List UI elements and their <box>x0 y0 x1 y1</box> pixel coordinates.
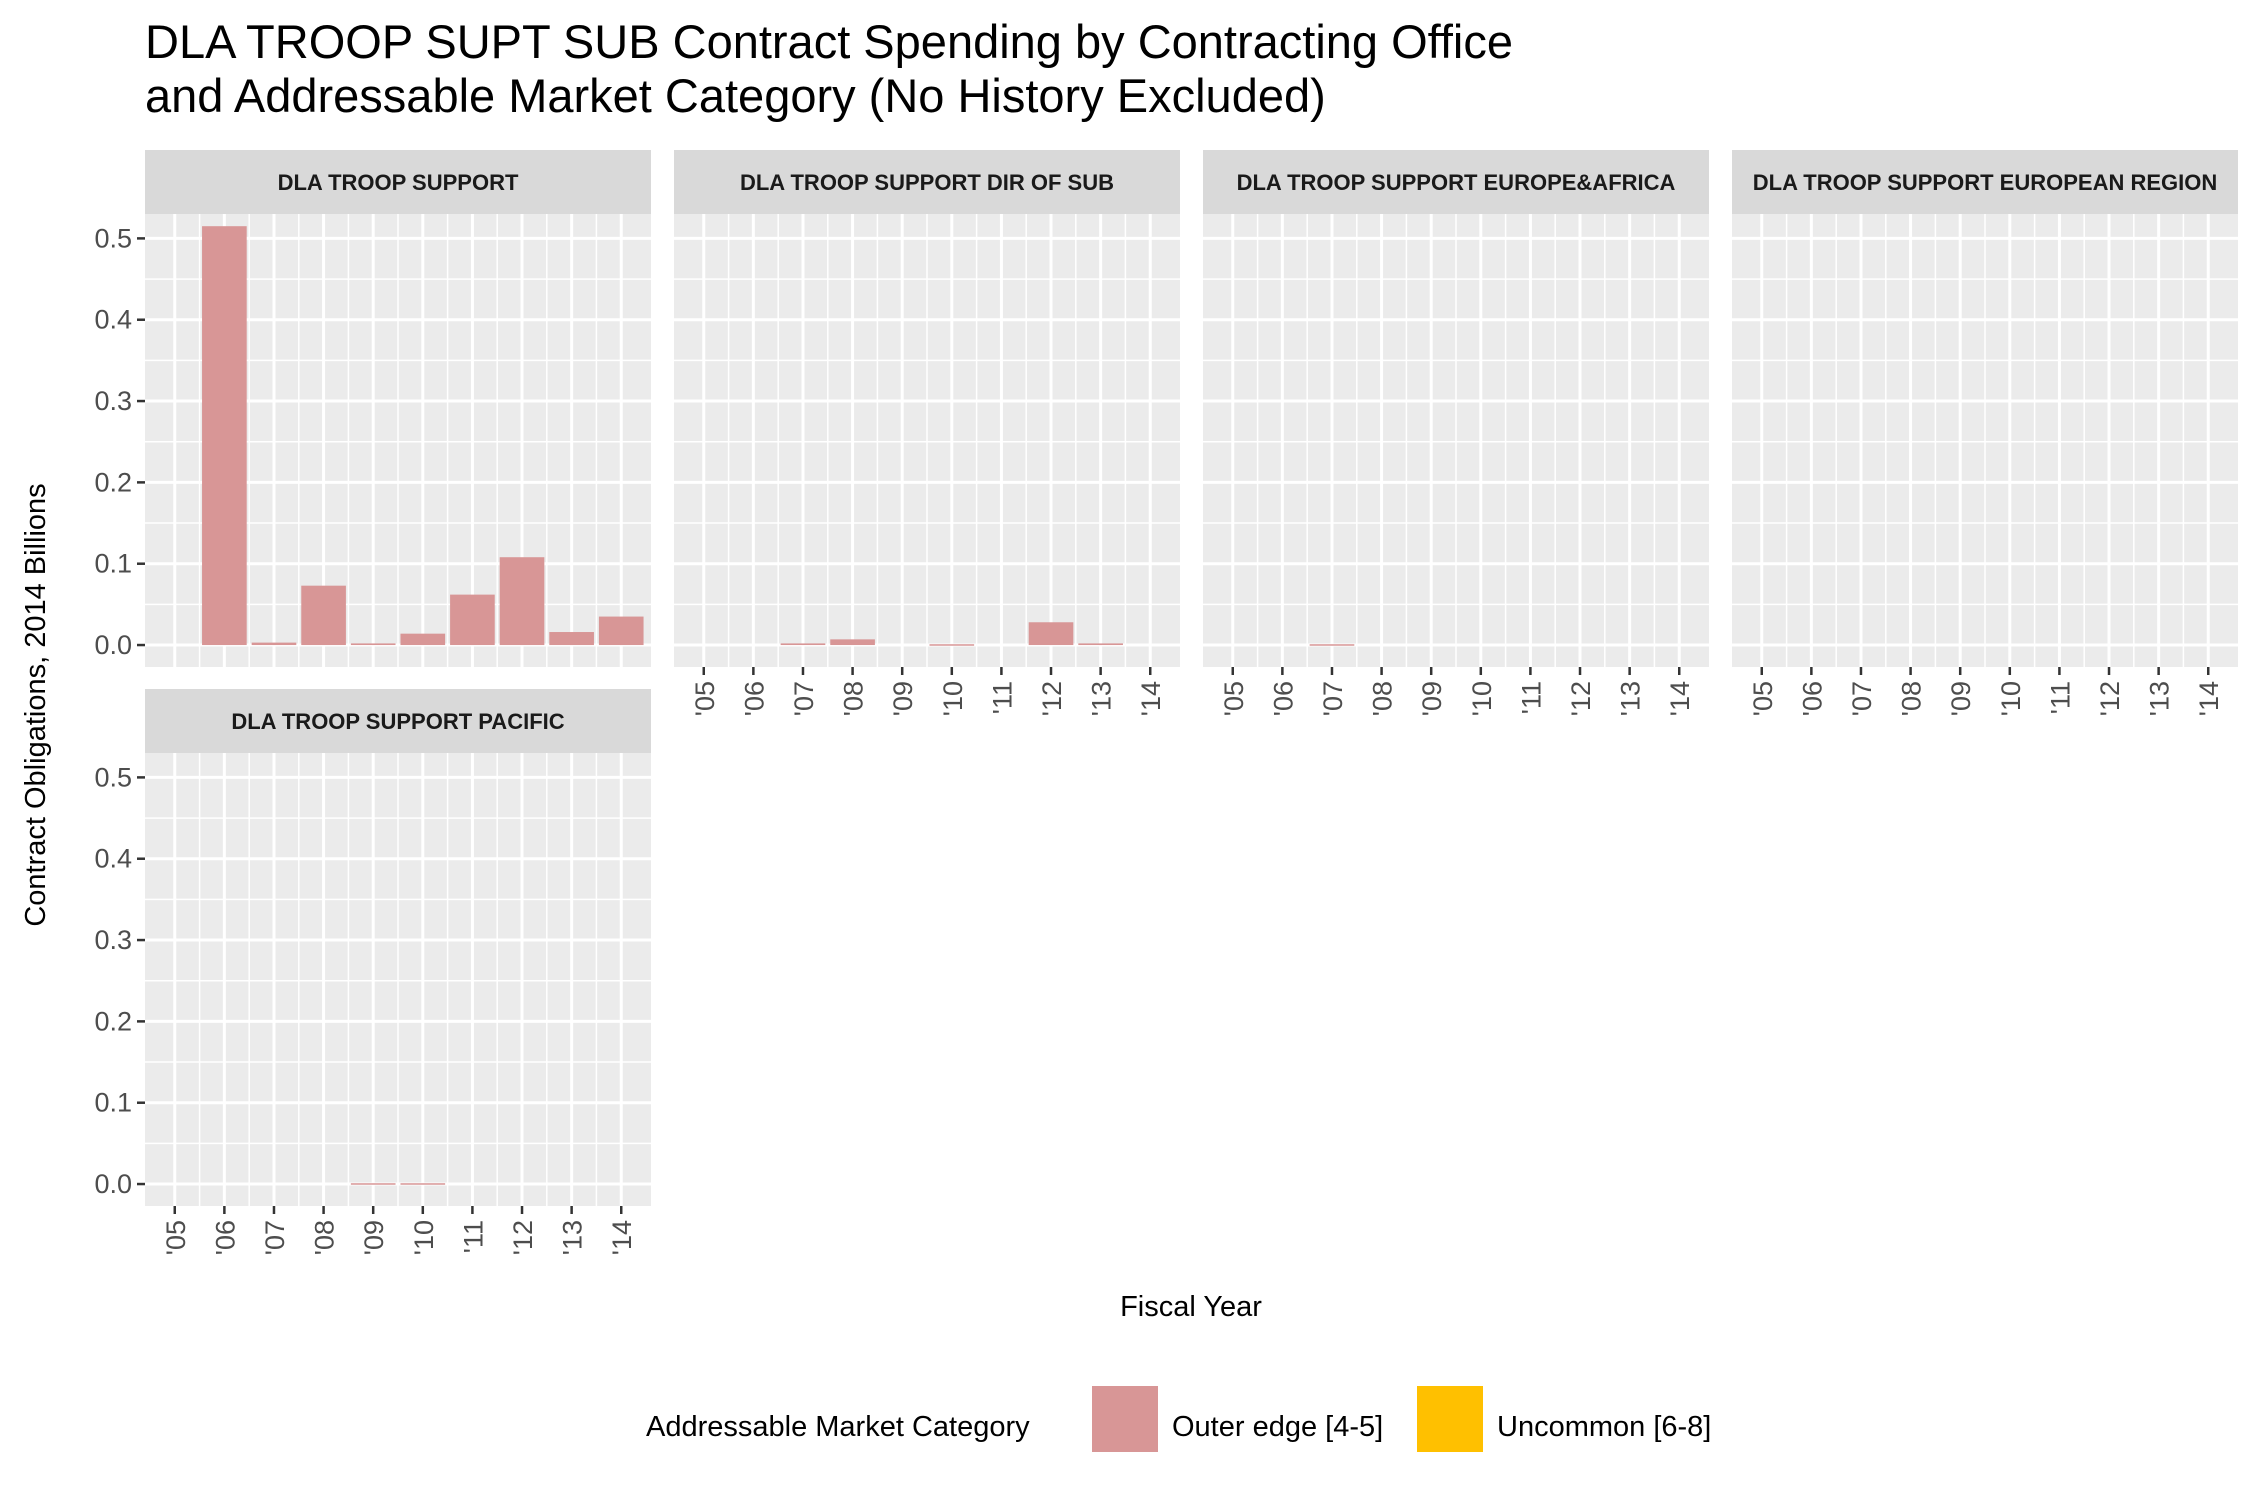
bar-dla-troop-support-dir-of-sub-12 <box>1028 622 1074 646</box>
x-tick-label: '12 <box>1566 681 1596 716</box>
x-tick-label: '09 <box>888 681 918 716</box>
bar-dla-troop-support-pacific-10 <box>400 1183 446 1185</box>
y-tick-label: 0.5 <box>94 223 132 253</box>
x-tick-label: '10 <box>409 1220 439 1255</box>
x-tick-label: '06 <box>739 681 769 716</box>
facet-strip-label: DLA TROOP SUPPORT <box>278 170 519 195</box>
x-tick-label: '08 <box>310 1220 340 1255</box>
legend-title: Addressable Market Category <box>646 1411 1030 1443</box>
y-tick-label: 0.3 <box>94 925 132 955</box>
x-tick-label: '07 <box>1847 681 1877 716</box>
chart-title-line1: DLA TROOP SUPT SUB Contract Spending by … <box>145 15 1513 68</box>
y-tick-label: 0.2 <box>94 1006 132 1036</box>
x-tick-label: '05 <box>1748 681 1778 716</box>
bar-dla-troop-support-12 <box>499 557 545 646</box>
facet-strip <box>1732 150 2238 214</box>
x-tick-label: '08 <box>839 681 869 716</box>
x-tick-label: '11 <box>458 1220 488 1253</box>
y-axis-label: Contract Obligations, 2014 Billions <box>20 483 52 926</box>
bar-dla-troop-support-pacific-09 <box>350 1183 396 1185</box>
x-tick-label: '07 <box>1318 681 1348 716</box>
bar-dla-troop-support-10 <box>400 633 446 646</box>
facet-strip-label: DLA TROOP SUPPORT PACIFIC <box>231 709 564 734</box>
x-tick-label: '13 <box>558 1220 588 1255</box>
facet-panel-dla-troop-support: DLA TROOP SUPPORT 0.0 0.1 0.2 0.3 0.4 0.5 <box>94 150 651 667</box>
x-tick-label: '14 <box>607 1220 637 1255</box>
x-tick-label: '10 <box>1467 681 1497 716</box>
bar-dla-troop-support-06 <box>202 226 247 646</box>
facet-strip <box>145 150 651 214</box>
facet-strip <box>1203 150 1709 214</box>
facet-strip <box>674 150 1180 214</box>
x-tick-label: '08 <box>1897 681 1927 716</box>
y-tick-label: 0.5 <box>94 762 132 792</box>
legend-swatch-outer-edge <box>1092 1386 1158 1452</box>
x-tick-label: '12 <box>1037 681 1067 716</box>
bar-dla-troop-support-09 <box>350 643 396 646</box>
x-tick-label: '10 <box>1996 681 2026 716</box>
facet-strip-label: DLA TROOP SUPPORT EUROPE&AFRICA <box>1237 170 1676 195</box>
bar-dla-troop-support-13 <box>549 632 594 646</box>
facet-strip-label: DLA TROOP SUPPORT EUROPEAN REGION <box>1753 170 2218 195</box>
x-tick-label: '06 <box>1268 681 1298 716</box>
x-tick-label: '06 <box>210 1220 240 1255</box>
x-tick-label: '06 <box>1797 681 1827 716</box>
x-tick-label: '13 <box>1616 681 1646 716</box>
bar-dla-troop-support-dir-of-sub-07 <box>780 643 826 646</box>
x-tick-label: '14 <box>1136 681 1166 716</box>
bar-dla-troop-support-11 <box>450 594 495 646</box>
bar-dla-troop-support-07 <box>251 642 297 646</box>
y-tick-label: 0.2 <box>94 467 132 497</box>
x-tick-label: '10 <box>938 681 968 716</box>
legend-label-outer-edge: Outer edge [4-5] <box>1172 1411 1383 1443</box>
x-tick-label: '09 <box>1417 681 1447 716</box>
bar-dla-troop-support-14 <box>598 616 644 646</box>
x-tick-label: '08 <box>1368 681 1398 716</box>
bar-dla-troop-support-europe-africa-07 <box>1309 644 1355 646</box>
facet-panel-dla-troop-support-pacific: DLA TROOP SUPPORT PACIFIC 0.0 0.1 0.2 0.3 0.4… <box>94 689 651 1255</box>
legend: Addressable Market Category Outer edge [… <box>646 1386 1711 1452</box>
legend-swatch-uncommon <box>1417 1386 1483 1452</box>
y-tick-label: 0.1 <box>94 549 132 579</box>
x-tick-label: '13 <box>1087 681 1117 716</box>
x-tick-label: '11 <box>1516 681 1546 714</box>
legend-label-uncommon: Uncommon [6-8] <box>1497 1411 1711 1443</box>
facet-strip-label: DLA TROOP SUPPORT DIR OF SUB <box>740 170 1114 195</box>
y-tick-label: 0.0 <box>94 630 132 660</box>
bar-dla-troop-support-dir-of-sub-10 <box>929 644 975 646</box>
x-tick-label: '14 <box>1665 681 1695 716</box>
bar-dla-troop-support-dir-of-sub-13 <box>1078 643 1123 646</box>
facet-panel-dla-troop-support-europe-africa: DLA TROOP SUPPORT EUROPE&AFRICA '05 '06 '07… <box>1203 150 1709 716</box>
y-tick-label: 0.3 <box>94 386 132 416</box>
x-tick-label: '14 <box>2194 681 2224 716</box>
x-tick-label: '05 <box>690 681 720 716</box>
x-tick-label: '12 <box>508 1220 538 1255</box>
x-tick-label: '07 <box>260 1220 290 1255</box>
y-tick-label: 0.4 <box>94 305 132 335</box>
facet-panel-dla-troop-support-european-region: DLA TROOP SUPPORT EUROPEAN REGION '05 '06 '… <box>1732 150 2238 716</box>
chart-title-line2: and Addressable Market Category (No Hist… <box>145 69 1326 122</box>
x-tick-label: '07 <box>789 681 819 716</box>
facet-panel-dla-troop-support-dir-of-sub: DLA TROOP SUPPORT DIR OF SUB '05 '06 '07 '08… <box>674 150 1180 716</box>
x-tick-label: '13 <box>2145 681 2175 716</box>
y-tick-label: 0.4 <box>94 844 132 874</box>
y-tick-label: 0.0 <box>94 1169 132 1199</box>
x-tick-label: '12 <box>2095 681 2125 716</box>
x-tick-label: '09 <box>359 1220 389 1255</box>
bar-dla-troop-support-dir-of-sub-08 <box>830 639 875 646</box>
y-tick-label: 0.1 <box>94 1088 132 1118</box>
x-tick-label: '11 <box>2045 681 2075 714</box>
bar-dla-troop-support-08 <box>301 585 346 646</box>
x-axis-label: Fiscal Year <box>1120 1291 1262 1323</box>
x-tick-label: '05 <box>1219 681 1249 716</box>
facet-strip <box>145 689 651 753</box>
x-tick-label: '09 <box>1946 681 1976 716</box>
x-tick-label: '05 <box>161 1220 191 1255</box>
x-tick-label: '11 <box>987 681 1017 714</box>
